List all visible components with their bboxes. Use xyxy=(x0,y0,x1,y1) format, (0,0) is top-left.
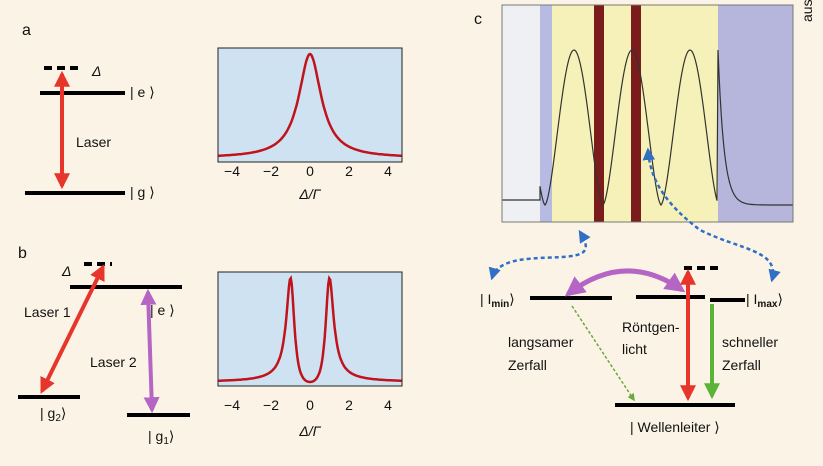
annotation: Zerfall xyxy=(508,357,547,373)
ket-label: | g2⟩ xyxy=(40,405,66,424)
x-axis-label: Δ/Γ xyxy=(298,186,321,202)
x-tick-label: −4 xyxy=(224,397,240,413)
x-tick-label: 0 xyxy=(306,397,314,413)
slow-decay-arrow xyxy=(571,305,635,402)
plot-frame xyxy=(217,47,403,163)
x-tick-label: −2 xyxy=(263,163,279,179)
link-arrow xyxy=(642,147,781,283)
ket-label: | Wellenleiter ⟩ xyxy=(630,419,720,435)
x-tick-label: −4 xyxy=(224,163,240,179)
detuning: Δ xyxy=(61,263,71,279)
annotation: Röntgen- xyxy=(622,319,680,335)
region xyxy=(718,5,793,222)
waveguide-plot xyxy=(501,4,794,223)
laser-label: Laser 1 xyxy=(24,304,71,320)
ket-label: | g ⟩ xyxy=(130,184,155,200)
panel-label: c xyxy=(474,11,482,28)
ket-label: | e ⟩ xyxy=(150,302,175,318)
region xyxy=(540,5,552,222)
x-tick-label: 0 xyxy=(306,163,314,179)
laser-label: Laser 2 xyxy=(90,354,137,370)
x-axis: −4 −2 0 2 4 xyxy=(224,397,392,413)
coupling-arrow xyxy=(564,268,686,297)
annotation: schneller xyxy=(722,334,778,350)
annotation: licht xyxy=(622,341,647,357)
link-arrow xyxy=(488,229,591,281)
absorption-curve xyxy=(218,274,402,384)
x-axis: −4 −2 0 2 4 xyxy=(224,163,392,179)
x-tick-label: −2 xyxy=(263,397,279,413)
layer xyxy=(594,5,604,222)
detuning: Δ xyxy=(91,63,101,79)
panel-label: a xyxy=(22,22,31,39)
panel-label: b xyxy=(18,245,27,262)
ket-label: | g1⟩ xyxy=(148,428,174,447)
absorption-curve xyxy=(218,52,402,157)
plot-frame xyxy=(217,271,403,387)
x-axis-label: Δ/Γ xyxy=(298,423,321,439)
x-tick-label: 4 xyxy=(384,397,392,413)
laser-arrow xyxy=(140,288,160,414)
x-tick-label: 2 xyxy=(345,397,353,413)
x-tick-label: 4 xyxy=(384,163,392,179)
ket-label: | Imax⟩ xyxy=(746,291,783,310)
laser-label: Laser xyxy=(76,134,111,150)
source: aus [3] xyxy=(799,0,815,22)
annotation: Zerfall xyxy=(722,357,761,373)
ket-label: | Imin⟩ xyxy=(480,291,515,310)
region xyxy=(502,5,540,222)
layer xyxy=(631,5,641,222)
x-tick-label: 2 xyxy=(345,163,353,179)
annotation: langsamer xyxy=(508,334,574,350)
ket-label: | e ⟩ xyxy=(130,84,155,100)
laser-arrow xyxy=(40,264,105,394)
